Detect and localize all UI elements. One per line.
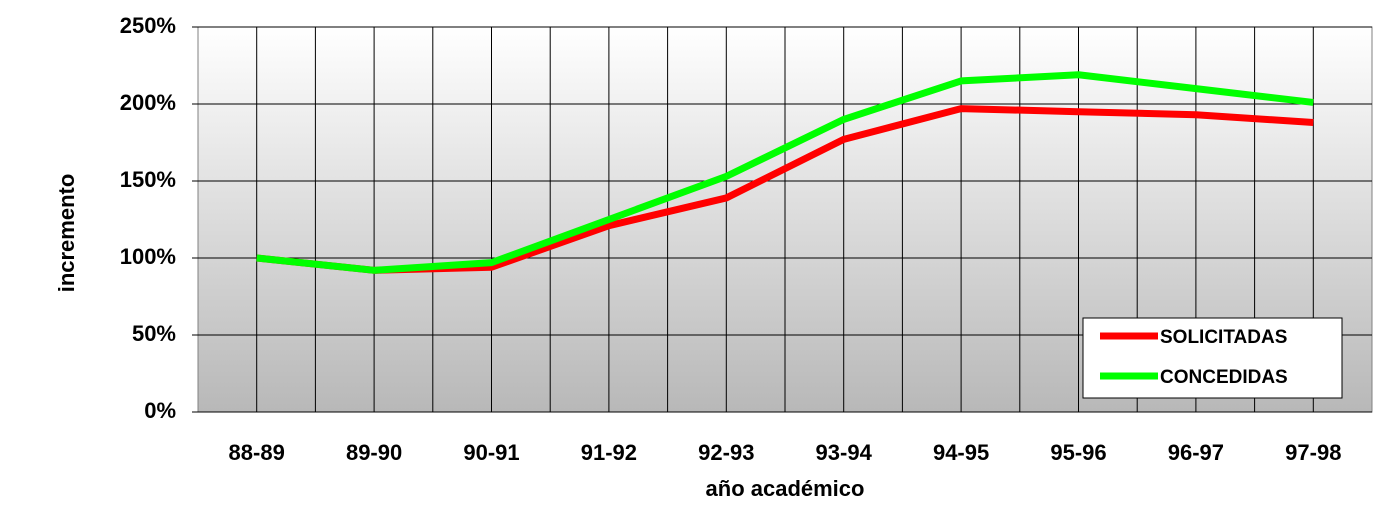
legend-box <box>1082 317 1343 399</box>
x-tick-label: 96-97 <box>1168 440 1224 465</box>
x-tick-label: 89-90 <box>346 440 402 465</box>
legend-label: SOLICITADAS <box>1160 327 1287 348</box>
x-tick-label: 95-96 <box>1050 440 1106 465</box>
x-tick-label: 97-98 <box>1285 440 1341 465</box>
y-tick-label: 200% <box>120 90 176 115</box>
y-tick-label: 150% <box>120 167 176 192</box>
y-tick-label: 0% <box>144 398 176 423</box>
x-tick-label: 94-95 <box>933 440 989 465</box>
y-axis-title: incremento <box>54 174 79 293</box>
series-line <box>256 71 1314 274</box>
y-tick-label: 100% <box>120 244 176 269</box>
x-tick-label: 90-91 <box>463 440 519 465</box>
x-tick-label: 93-94 <box>816 440 873 465</box>
x-tick-label: 88-89 <box>229 440 285 465</box>
x-tick-label: 91-92 <box>581 440 637 465</box>
x-axis-title: año académico <box>706 476 865 501</box>
x-tick-label: 92-93 <box>698 440 754 465</box>
y-tick-label: 50% <box>132 321 176 346</box>
legend-label: CONCEDIDAS <box>1160 367 1288 388</box>
y-tick-label: 250% <box>120 13 176 38</box>
